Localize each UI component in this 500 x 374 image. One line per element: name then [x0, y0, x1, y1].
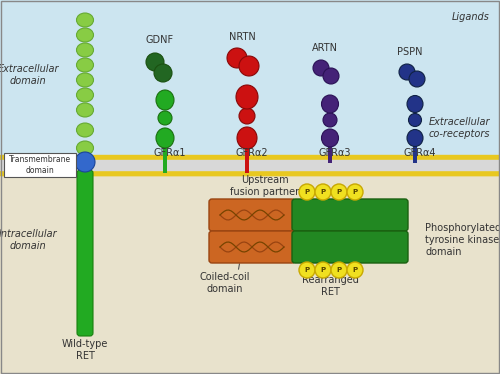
Circle shape	[315, 262, 331, 278]
Text: Intracellular
domain: Intracellular domain	[0, 229, 58, 251]
Ellipse shape	[322, 129, 338, 147]
FancyBboxPatch shape	[77, 170, 93, 336]
Text: GFRα1: GFRα1	[154, 148, 186, 158]
Ellipse shape	[76, 13, 94, 27]
Circle shape	[313, 60, 329, 76]
Circle shape	[331, 184, 347, 200]
Ellipse shape	[237, 127, 257, 149]
Ellipse shape	[236, 85, 258, 109]
Circle shape	[154, 64, 172, 82]
Text: NRTN: NRTN	[228, 32, 256, 42]
Circle shape	[146, 53, 164, 71]
Text: Extracellular
domain: Extracellular domain	[0, 64, 59, 86]
Text: Upstream
fusion partner: Upstream fusion partner	[230, 175, 300, 197]
Ellipse shape	[76, 43, 94, 57]
Text: P: P	[304, 267, 310, 273]
Bar	[328, 143, 332, 163]
Text: Rearranged
RET: Rearranged RET	[302, 275, 358, 297]
Bar	[0, 175, 500, 374]
Text: Extracellular
co-receptors: Extracellular co-receptors	[428, 117, 490, 139]
Text: Coiled-coil
domain: Coiled-coil domain	[200, 272, 250, 294]
Bar	[163, 143, 167, 173]
Text: P: P	[304, 189, 310, 195]
Circle shape	[331, 262, 347, 278]
Circle shape	[299, 184, 315, 200]
Circle shape	[299, 262, 315, 278]
Ellipse shape	[407, 129, 423, 147]
Ellipse shape	[323, 113, 337, 127]
Ellipse shape	[76, 141, 94, 155]
Circle shape	[347, 262, 363, 278]
Ellipse shape	[322, 95, 338, 113]
Text: Transmembrane
domain: Transmembrane domain	[9, 155, 71, 175]
Text: GFRα2: GFRα2	[236, 148, 268, 158]
Ellipse shape	[76, 28, 94, 42]
Bar	[0, 160, 500, 170]
Text: Phosphorylated
tyrosine kinase
domain: Phosphorylated tyrosine kinase domain	[425, 223, 500, 257]
Bar	[0, 0, 500, 155]
Circle shape	[347, 184, 363, 200]
Ellipse shape	[76, 123, 94, 137]
Text: GFRα3: GFRα3	[319, 148, 351, 158]
Circle shape	[227, 48, 247, 68]
Ellipse shape	[76, 58, 94, 72]
Text: Ligands: Ligands	[452, 12, 490, 22]
Ellipse shape	[76, 103, 94, 117]
FancyBboxPatch shape	[292, 231, 408, 263]
Ellipse shape	[407, 95, 423, 113]
Bar	[0, 155, 500, 175]
FancyBboxPatch shape	[292, 199, 408, 231]
Circle shape	[399, 64, 415, 80]
Text: GDNF: GDNF	[146, 35, 174, 45]
Ellipse shape	[76, 73, 94, 87]
Ellipse shape	[156, 90, 174, 110]
Circle shape	[239, 56, 259, 76]
Text: P: P	[336, 267, 342, 273]
Circle shape	[75, 152, 95, 172]
Text: P: P	[352, 189, 358, 195]
Text: ARTN: ARTN	[312, 43, 338, 53]
Text: GFRα4: GFRα4	[404, 148, 436, 158]
Text: P: P	[352, 267, 358, 273]
FancyBboxPatch shape	[4, 153, 76, 177]
FancyBboxPatch shape	[209, 199, 295, 231]
Bar	[245, 143, 249, 173]
Bar	[0, 170, 500, 175]
Text: Wild-type
RET: Wild-type RET	[62, 339, 108, 361]
Text: P: P	[336, 189, 342, 195]
Ellipse shape	[239, 108, 255, 124]
Ellipse shape	[156, 128, 174, 148]
Circle shape	[323, 68, 339, 84]
Text: P: P	[320, 267, 326, 273]
Ellipse shape	[158, 111, 172, 125]
Bar	[413, 143, 417, 163]
Ellipse shape	[408, 113, 422, 126]
FancyBboxPatch shape	[209, 231, 295, 263]
Circle shape	[409, 71, 425, 87]
Text: P: P	[320, 189, 326, 195]
Ellipse shape	[76, 88, 94, 102]
Circle shape	[315, 184, 331, 200]
Text: PSPN: PSPN	[397, 47, 423, 57]
